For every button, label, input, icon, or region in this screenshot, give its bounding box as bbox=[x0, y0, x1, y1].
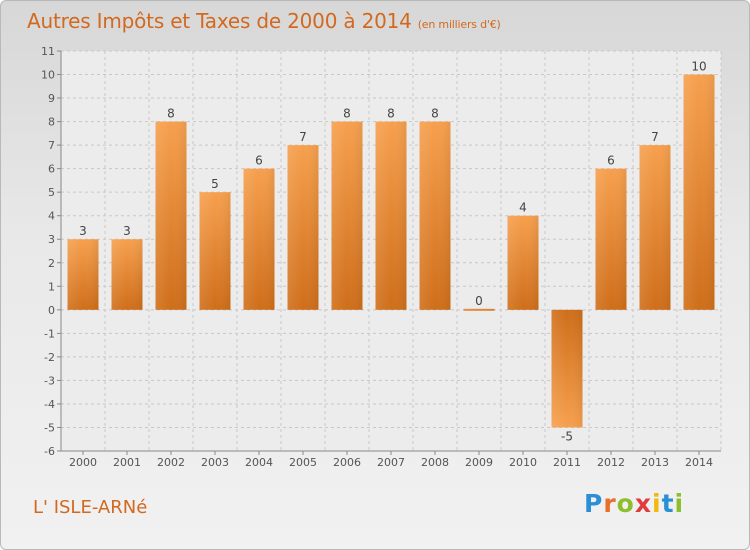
value-label-2011: -5 bbox=[561, 429, 573, 443]
bar-shading-2000 bbox=[67, 239, 99, 310]
x-tick-label: 2010 bbox=[509, 456, 537, 469]
value-label-2012: 6 bbox=[607, 154, 615, 168]
y-tick-label: -1 bbox=[44, 327, 55, 340]
value-label-2002: 8 bbox=[167, 107, 175, 121]
y-tick-label: 4 bbox=[48, 210, 55, 223]
bar-shading-2010 bbox=[507, 215, 539, 310]
y-tick-label: 2 bbox=[48, 257, 55, 270]
y-tick-label: 9 bbox=[48, 92, 55, 105]
y-tick-label: 5 bbox=[48, 186, 55, 199]
bar-shading-2008 bbox=[419, 121, 451, 310]
value-label-2014: 10 bbox=[691, 60, 706, 74]
logo-letter: x bbox=[634, 489, 652, 518]
y-tick-label: 11 bbox=[41, 45, 55, 58]
value-label-2005: 7 bbox=[299, 130, 307, 144]
logo-letter: i bbox=[674, 489, 685, 518]
value-label-2009: 0 bbox=[475, 294, 483, 308]
logo-letter: P bbox=[584, 489, 604, 518]
y-tick-label: 3 bbox=[48, 233, 55, 246]
chart-title: Autres Impôts et Taxes de 2000 à 2014 (en… bbox=[27, 9, 501, 33]
value-label-2004: 6 bbox=[255, 154, 263, 168]
x-tick-label: 2009 bbox=[465, 456, 493, 469]
value-label-2013: 7 bbox=[651, 130, 659, 144]
bar-shading-2006 bbox=[331, 121, 363, 310]
bar-shading-2009 bbox=[463, 308, 495, 311]
value-label-2006: 8 bbox=[343, 107, 351, 121]
x-tick-label: 2011 bbox=[553, 456, 581, 469]
x-tick-label: 2008 bbox=[421, 456, 449, 469]
bars bbox=[67, 74, 715, 428]
x-tick-label: 2000 bbox=[69, 456, 97, 469]
x-tick-label: 2003 bbox=[201, 456, 229, 469]
bar-shading-2005 bbox=[287, 145, 319, 310]
logo-letter: i bbox=[652, 489, 662, 518]
bar-shading-2003 bbox=[199, 192, 231, 310]
y-tick-label: 0 bbox=[48, 304, 55, 317]
x-tick-label: 2007 bbox=[377, 456, 405, 469]
logo-letter: o bbox=[616, 489, 635, 518]
y-tick-label: -6 bbox=[44, 445, 55, 458]
y-tick-label: 8 bbox=[48, 116, 55, 129]
logo-letter: r bbox=[603, 489, 617, 518]
bar-shading-2002 bbox=[155, 121, 187, 310]
bar-shading-2011 bbox=[551, 309, 583, 428]
x-tick-label: 2006 bbox=[333, 456, 361, 469]
bar-shading-2013 bbox=[639, 145, 671, 310]
y-tick-label: -4 bbox=[44, 398, 55, 411]
y-tick-label: -2 bbox=[44, 351, 55, 364]
y-tick-label: 6 bbox=[48, 163, 55, 176]
y-tick-label: -3 bbox=[44, 374, 55, 387]
x-tick-label: 2005 bbox=[289, 456, 317, 469]
value-label-2007: 8 bbox=[387, 107, 395, 121]
x-tick-label: 2001 bbox=[113, 456, 141, 469]
value-label-2001: 3 bbox=[123, 224, 131, 238]
y-tick-labels: -6 -5 -4 -3 -2 -1 0 1 2 3 4 5 6 7 8 9 10 11 bbox=[41, 45, 55, 458]
x-tick-label: 2013 bbox=[641, 456, 669, 469]
x-tick-label: 2004 bbox=[245, 456, 273, 469]
proxiti-logo: Proxiti bbox=[584, 489, 684, 518]
chart-subtitle: (en milliers d'€) bbox=[417, 18, 501, 31]
logo-letter: t bbox=[661, 489, 675, 518]
x-tick-label: 2014 bbox=[685, 456, 713, 469]
bar-shading-2012 bbox=[595, 168, 627, 310]
y-tick-label: 10 bbox=[41, 69, 55, 82]
value-label-2000: 3 bbox=[79, 224, 87, 238]
bar-shading-2007 bbox=[375, 121, 407, 310]
x-tick-label: 2002 bbox=[157, 456, 185, 469]
axes bbox=[57, 50, 721, 455]
bar-shading-2014 bbox=[683, 74, 715, 310]
x-tick-labels: 2000 2001 2002 2003 2004 2005 2006 2007 2008 2009… bbox=[69, 456, 713, 469]
y-tick-label: 7 bbox=[48, 139, 55, 152]
value-label-2010: 4 bbox=[519, 201, 527, 215]
x-tick-label: 2012 bbox=[597, 456, 625, 469]
value-labels: 3 3 8 5 6 7 8 8 8 0 4 -5 6 7 10 bbox=[79, 60, 706, 444]
y-tick-label: 1 bbox=[48, 280, 55, 293]
bar-shading-2001 bbox=[111, 239, 143, 310]
chart-title-text: Autres Impôts et Taxes de 2000 à 2014 bbox=[27, 9, 412, 33]
bar-shading-2004 bbox=[243, 168, 275, 310]
value-label-2008: 8 bbox=[431, 107, 439, 121]
commune-name: L' ISLE-ARNé bbox=[33, 497, 148, 518]
value-label-2003: 5 bbox=[211, 177, 219, 191]
y-tick-label: -5 bbox=[44, 421, 55, 434]
